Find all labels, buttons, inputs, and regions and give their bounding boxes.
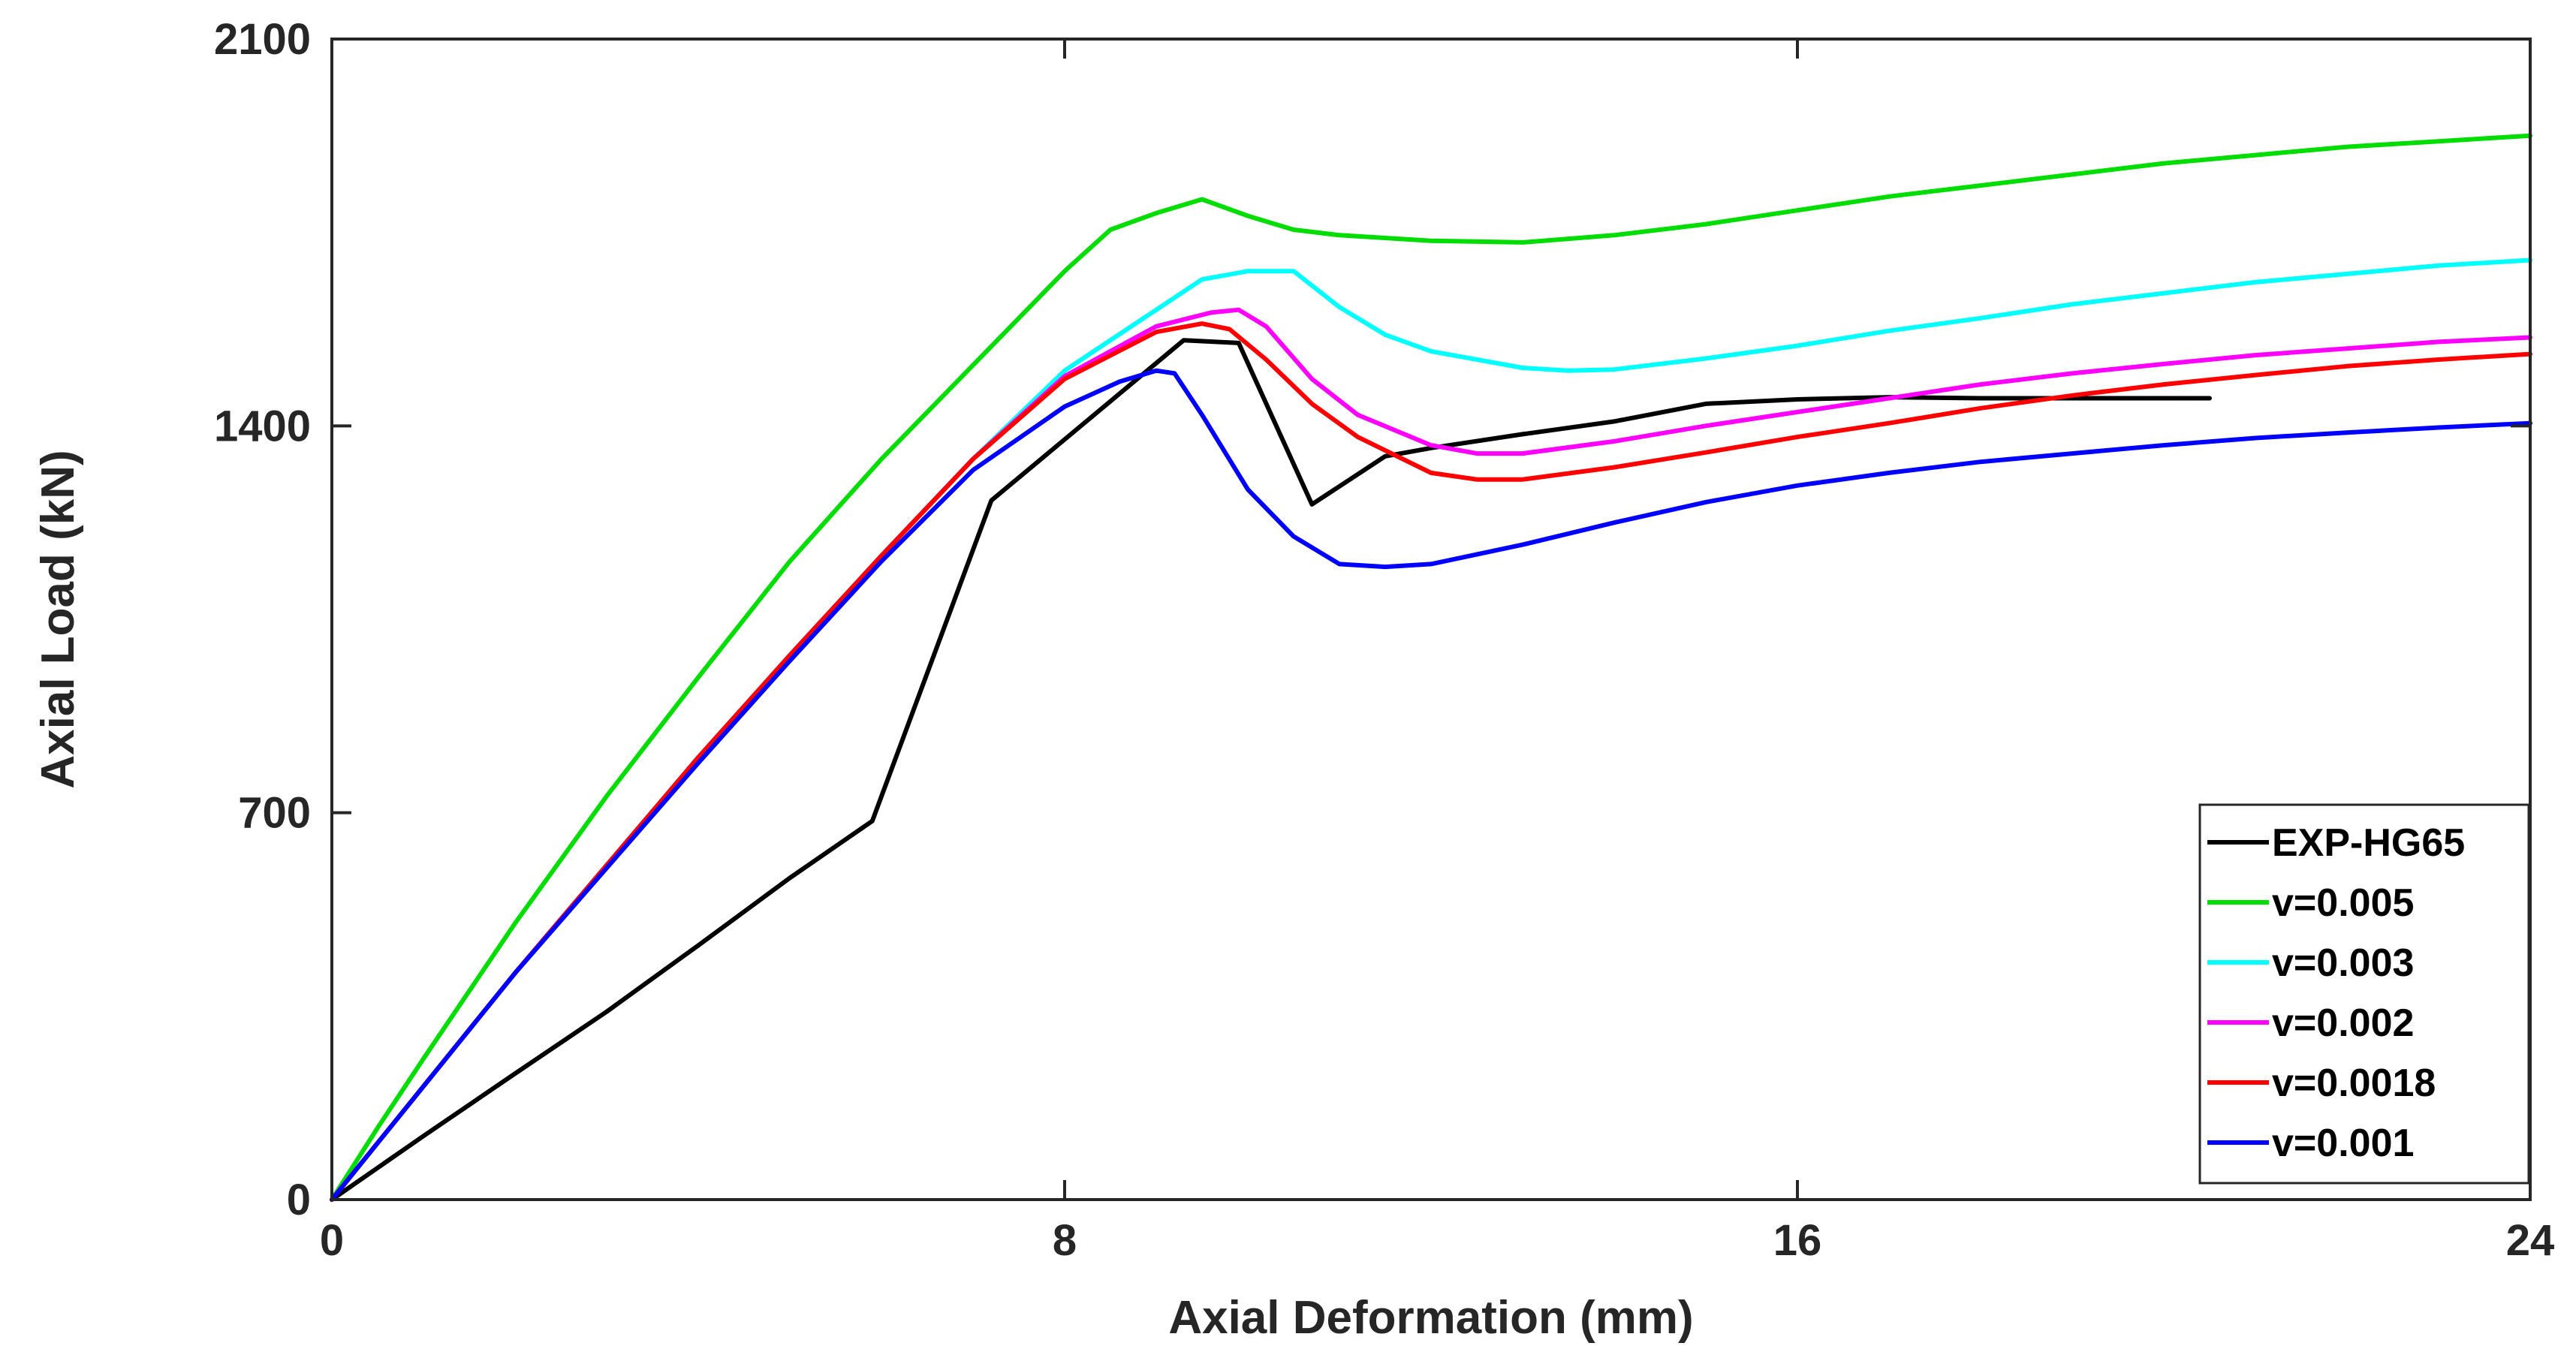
legend-label: v=0.003: [2272, 941, 2414, 985]
x-axis-title: Axial Deformation (mm): [1168, 1292, 1693, 1344]
legend-label: v=0.002: [2272, 1001, 2414, 1045]
x-tick-label: 0: [320, 1216, 344, 1265]
y-tick-label: 2100: [214, 15, 311, 64]
series-line-6: [330, 368, 2532, 1202]
x-tick-label: 24: [2506, 1216, 2555, 1265]
y-tick-label: 0: [287, 1176, 311, 1224]
x-tick-label: 16: [1773, 1216, 1822, 1265]
legend-label: v=0.0018: [2272, 1061, 2436, 1105]
legend-label: EXP-HG65: [2272, 821, 2465, 865]
series-layer: [330, 133, 2532, 1202]
series-line-5: [330, 321, 2532, 1202]
legend-box: [2198, 803, 2530, 1185]
legend-label: v=0.001: [2272, 1122, 2414, 1165]
x-tick-label: 8: [1053, 1216, 1077, 1265]
plot-area-frame: [330, 38, 2532, 1201]
axis-ticks: 0 8 16 24 0 700 1400 2100: [214, 15, 2554, 1265]
legend: EXP-HG65 v=0.005 v=0.003 v=0.002 v=0.0018 v=0…: [2198, 803, 2530, 1185]
y-tick-label: 700: [238, 789, 311, 838]
series-line-2: [330, 133, 2532, 1202]
y-axis-title: Axial Load (kN): [32, 450, 84, 788]
y-tick-label: 1400: [214, 402, 311, 450]
legend-label: v=0.005: [2272, 881, 2414, 925]
series-line-1: [330, 338, 2212, 1202]
